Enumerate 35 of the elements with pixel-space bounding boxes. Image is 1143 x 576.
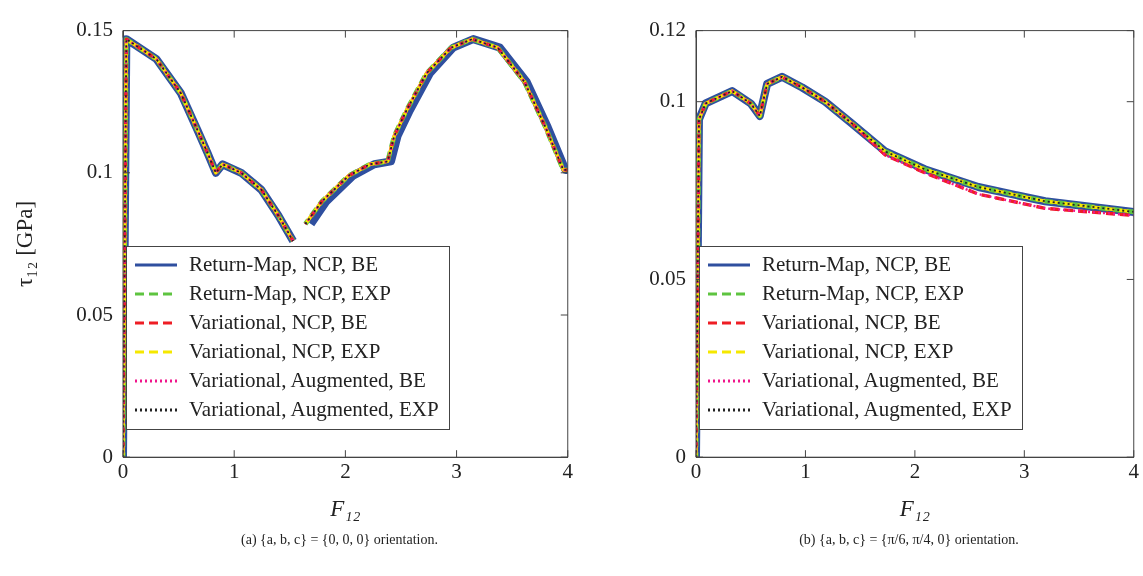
x-tick-label: 4 xyxy=(1128,459,1140,484)
legend-label: Variational, NCP, EXP xyxy=(189,339,381,364)
y-tick-label: 0 xyxy=(102,443,113,468)
x-tick-label: 3 xyxy=(451,459,462,484)
legend-label: Variational, Augmented, BE xyxy=(762,368,999,393)
y-tick-label: 0.1 xyxy=(86,159,113,184)
legend-label: Variational, NCP, BE xyxy=(189,310,368,335)
text: (a) {a, b, c} = {0, 0, 0} orientation. xyxy=(240,532,439,548)
y-tick-label: 0 xyxy=(675,443,686,468)
legend-label: Variational, NCP, BE xyxy=(762,310,941,335)
legend-label: Variational, Augmented, EXP xyxy=(189,397,439,422)
legend-label: Return-Map, NCP, BE xyxy=(189,252,378,277)
x-tick-label: 3 xyxy=(1019,459,1030,484)
x-tick-label: 2 xyxy=(340,459,351,484)
x-tick-label: 4 xyxy=(562,459,574,484)
legend-label: Variational, NCP, EXP xyxy=(762,339,954,364)
y-tick-label: 0.1 xyxy=(659,88,686,113)
x-tick-label: 0 xyxy=(117,459,129,484)
x-tick-label: 0 xyxy=(690,459,702,484)
x-tick-label: 2 xyxy=(909,459,921,484)
x-axis-title: F₁₂ xyxy=(898,496,930,522)
y-tick-label: 0.12 xyxy=(649,17,686,42)
legend-label: Variational, Augmented, BE xyxy=(189,368,426,393)
legend-label: Variational, Augmented, EXP xyxy=(762,397,1012,422)
legend-label: Return-Map, NCP, EXP xyxy=(762,281,964,306)
text: (b) {a, b, c} = {π/6, π/4, 0} orientation. xyxy=(798,532,1020,548)
y-tick-label: 0.15 xyxy=(76,17,113,42)
y-tick-label: 0.05 xyxy=(76,301,113,326)
x-axis-title: F₁₂ xyxy=(329,496,361,522)
y-axis-title: τ₁₂ [GPa] xyxy=(11,200,37,287)
x-tick-label: 1 xyxy=(228,459,240,484)
legend-label: Return-Map, NCP, EXP xyxy=(189,281,391,306)
legend-label: Return-Map, NCP, BE xyxy=(762,252,951,277)
x-tick-label: 1 xyxy=(800,459,811,484)
y-tick-label: 0.05 xyxy=(649,265,686,290)
